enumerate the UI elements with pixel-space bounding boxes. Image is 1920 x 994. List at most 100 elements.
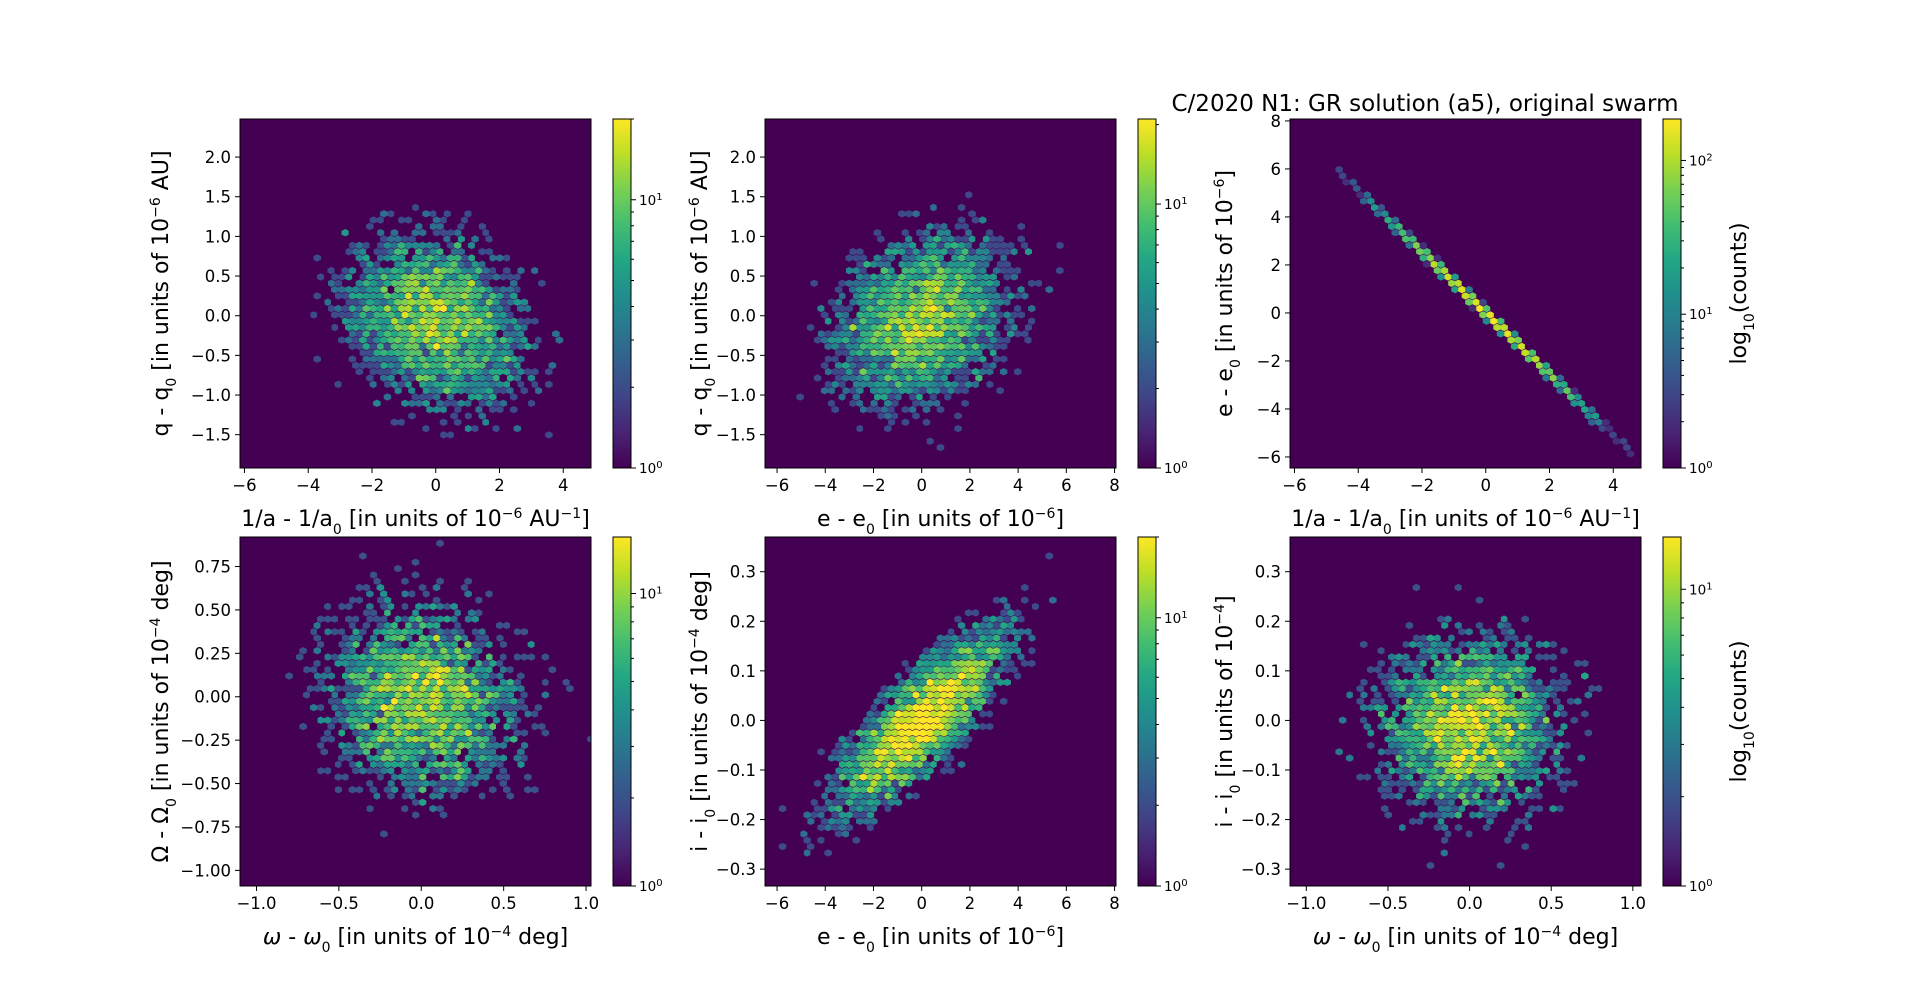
hexbin-cell bbox=[481, 342, 490, 351]
hexbin-cell bbox=[499, 462, 507, 468]
hexbin-cell bbox=[439, 773, 448, 781]
hexbin-cell bbox=[313, 254, 321, 262]
hexbin-cell bbox=[936, 355, 945, 363]
hexbin-cell bbox=[471, 399, 479, 407]
hexbin-cell bbox=[1503, 684, 1512, 693]
hexbin-cell bbox=[492, 767, 500, 775]
hexbin-cell bbox=[870, 336, 878, 344]
hexbin-cell bbox=[411, 722, 420, 731]
hexbin-cell bbox=[901, 241, 910, 250]
hexbin-cell bbox=[1549, 805, 1557, 813]
hexbin-cell bbox=[1595, 596, 1603, 604]
hexbin-cell bbox=[566, 684, 574, 693]
hexbin-cell bbox=[887, 330, 896, 338]
hexbin-cell bbox=[285, 710, 293, 718]
axes-frame bbox=[764, 536, 1117, 887]
hexbin-cell bbox=[866, 330, 875, 338]
hexbin-cell bbox=[1510, 722, 1519, 731]
hexbin-cell bbox=[531, 317, 539, 325]
hexbin-cell bbox=[520, 741, 529, 750]
hexbin-cell bbox=[940, 210, 948, 218]
hexbin-cell bbox=[964, 647, 973, 655]
hexbin-cell bbox=[338, 248, 346, 256]
hexbin-cell bbox=[369, 229, 378, 237]
hexbin-cell bbox=[278, 609, 286, 617]
hexbin-cell bbox=[327, 697, 335, 705]
hexbin-cell bbox=[1475, 773, 1484, 781]
hexbin-cell bbox=[964, 368, 973, 376]
hexbin-cell bbox=[1549, 729, 1557, 737]
hexbin-cell bbox=[513, 767, 522, 775]
hexbin-cell bbox=[464, 387, 472, 395]
hexbin-cell bbox=[877, 235, 885, 243]
hexbin-cell bbox=[1503, 748, 1512, 756]
hexbin-cell bbox=[481, 773, 490, 781]
hexbin-cell bbox=[901, 697, 910, 705]
y-tick-label: −0.25 bbox=[180, 731, 231, 750]
hexbin-cell bbox=[376, 710, 385, 718]
hexbin-cell bbox=[1367, 805, 1375, 813]
hexbin-cell bbox=[436, 311, 444, 319]
hexbin-cell bbox=[531, 710, 539, 718]
hexbin-cell bbox=[467, 672, 476, 680]
hexbin-cell bbox=[905, 741, 913, 750]
hexbin-cell bbox=[418, 342, 427, 351]
hexbin-cell bbox=[1377, 647, 1385, 655]
hexbin-cell bbox=[387, 539, 395, 547]
hexbin-cell bbox=[866, 760, 875, 769]
hexbin-cell bbox=[432, 368, 441, 376]
hexbin-cell bbox=[996, 602, 1004, 611]
hexbin-cell bbox=[915, 798, 924, 807]
hexbin-cell bbox=[478, 260, 486, 268]
hexbin-cell bbox=[978, 722, 987, 731]
hexbin-cell bbox=[390, 355, 399, 363]
hexbin-cell bbox=[355, 165, 364, 174]
hexbin-cell bbox=[439, 811, 448, 819]
hexbin-cell bbox=[1440, 722, 1449, 731]
hexbin-cell bbox=[915, 697, 924, 705]
hexbin-cell bbox=[1528, 349, 1536, 357]
hexbin-cell bbox=[1028, 304, 1036, 313]
hexbin-cell bbox=[436, 387, 444, 395]
hexbin-cell bbox=[912, 323, 920, 332]
hexbin-cell bbox=[446, 722, 455, 731]
hexbin-cell bbox=[394, 805, 402, 813]
hexbin-cell bbox=[404, 786, 413, 794]
hexbin-cell bbox=[852, 811, 860, 819]
hexbin-cell bbox=[866, 368, 875, 376]
hexbin-cell bbox=[499, 691, 507, 699]
hexbin-cell bbox=[1003, 311, 1011, 319]
hexbin-cell bbox=[394, 248, 402, 256]
hexbin-cell bbox=[369, 672, 378, 680]
hexbin-cell bbox=[404, 342, 413, 351]
hexbin-cell bbox=[376, 304, 385, 313]
hexbin-cell bbox=[415, 248, 423, 256]
hexbin-cell bbox=[912, 311, 920, 319]
hexbin-cell bbox=[887, 279, 896, 287]
hexbin-cell bbox=[1381, 779, 1389, 788]
hexbin-cell bbox=[506, 323, 514, 332]
hexbin-cell bbox=[1391, 722, 1400, 731]
hexbin-cell bbox=[842, 767, 850, 775]
hexbin-cell bbox=[429, 298, 437, 306]
x-axis-label: 1/a - 1/a0 [in units of 10−6 AU−1] bbox=[241, 506, 590, 538]
hexbin-cell bbox=[1524, 672, 1533, 680]
hexbin-cell bbox=[397, 710, 406, 718]
hexbin-cell bbox=[926, 387, 934, 395]
hexbin-cell bbox=[1500, 323, 1508, 332]
hexbin-cell bbox=[348, 735, 357, 743]
hexbin-cell bbox=[936, 672, 945, 680]
hexbin-cell bbox=[912, 374, 920, 382]
hexbin-cell bbox=[471, 754, 479, 762]
hexbin-cell bbox=[1402, 628, 1410, 636]
hexbin-cell bbox=[901, 786, 910, 794]
hexbin-cell bbox=[471, 197, 479, 205]
hexbin-cell bbox=[369, 317, 378, 325]
hexbin-cell bbox=[281, 729, 290, 737]
hexbin-cell bbox=[436, 602, 444, 611]
hexbin-cell bbox=[1482, 697, 1491, 705]
hexbin-cell bbox=[1517, 684, 1526, 693]
hexbin-cell bbox=[891, 273, 899, 281]
hexbin-cell bbox=[1454, 279, 1463, 287]
hexbin-cell bbox=[436, 767, 444, 775]
